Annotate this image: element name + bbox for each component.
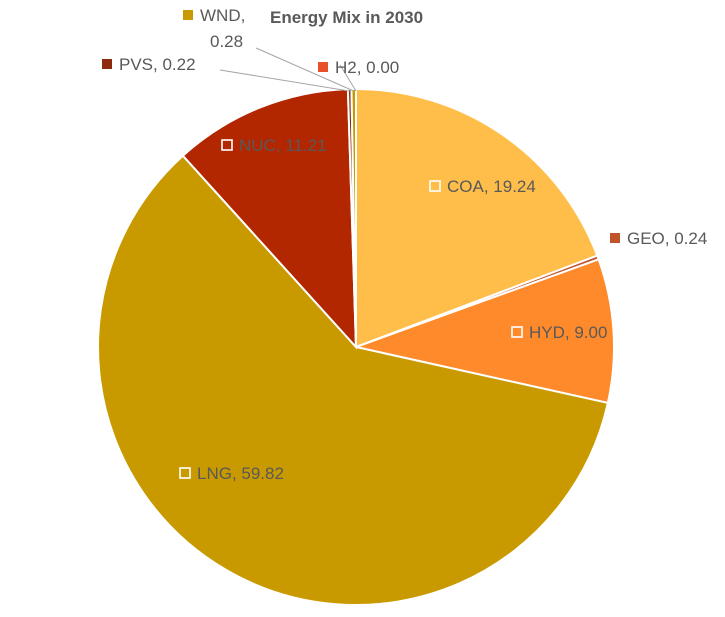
label-key-nuc [221,139,233,151]
chart-title: Energy Mix in 2030 [270,8,424,27]
label-key-lng [179,467,191,479]
pie-slice-nuc [181,88,358,350]
pie-slice-hyd [352,257,615,405]
data-label-nuc: NUC, 11.21 [239,136,327,155]
label-key-hyd [511,326,523,338]
label-key-pvs [102,59,112,69]
label-key-geo [610,233,620,243]
data-label-wnd: WND, 0.28 [200,6,245,51]
pie-slice-coa [355,87,599,349]
data-label-geo: GEO, 0.24 [627,229,707,248]
data-label-hyd: HYD, 9.00 [529,323,607,342]
pie-slice-lng [97,154,610,606]
leader-line-pvs [219,69,350,92]
data-label-coa: COA, 19.24 [447,177,536,196]
leader-line-h2 [339,64,357,92]
data-label-pvs: PVS, 0.22 [119,55,196,74]
data-label-lng: LNG, 59.82 [197,464,284,483]
label-key-coa [429,180,441,192]
pie-slice-wnd [350,87,357,348]
leader-line-wnd [255,47,354,92]
data-label-h2: H2, 0.00 [335,58,399,77]
label-key-h2 [318,62,328,72]
label-key-wnd [183,10,193,20]
